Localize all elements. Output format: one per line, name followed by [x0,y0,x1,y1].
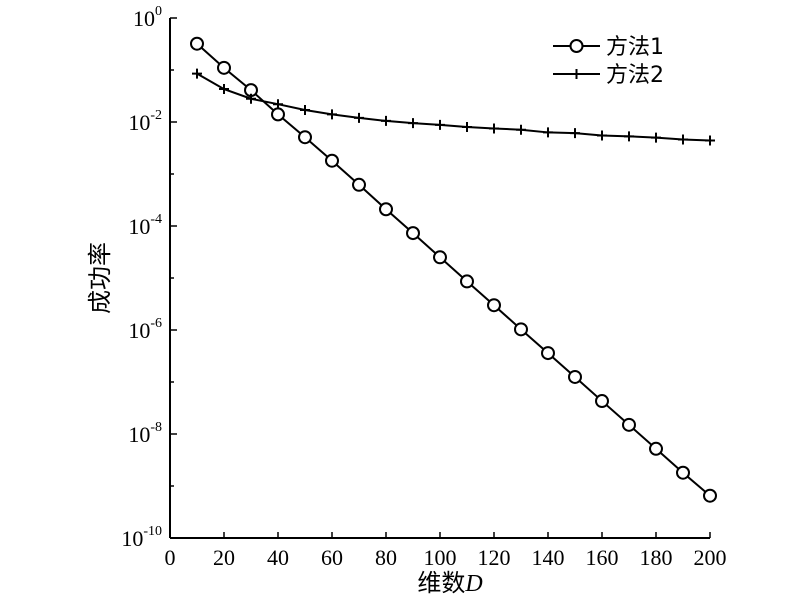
y-tick-exponent: 0 [155,4,162,19]
legend-circle-marker [569,39,584,53]
data-point-plus [678,134,688,145]
data-point-circle [298,130,312,145]
y-tick-label: 10-8 [128,420,162,447]
data-point-circle [676,465,690,480]
data-point-plus [705,135,715,146]
legend-item-method1: 方法1 [553,35,664,60]
data-point-plus [597,130,607,141]
data-point-circle [541,346,555,361]
data-point-circle [568,369,582,384]
y-tick-base: 10 [128,318,150,343]
data-point-circle [649,441,663,456]
data-point-circle [514,322,528,337]
data-point-plus [624,131,634,142]
data-point-plus [516,124,526,135]
x-tick-label: 120 [478,545,511,570]
legend: 方法1 方法2 [553,35,664,88]
x-tick-label: 160 [586,545,619,570]
y-tick-label: 10-6 [128,316,162,343]
data-point-plus [543,127,553,138]
y-tick-exponent: -2 [150,108,162,123]
data-point-plus [300,105,310,116]
y-tick-exponent: -10 [143,524,162,539]
x-axis-label: 维数D [417,569,482,597]
y-tick-exponent: -4 [150,212,162,227]
x-tick-label: 40 [267,545,289,570]
y-tick-base: 10 [128,422,150,447]
legend-plus-marker [571,69,582,79]
x-axis-label-main: 维数 [417,569,465,597]
x-tick-label: 80 [375,545,397,570]
data-point-plus [408,118,418,129]
data-point-circle [433,250,447,265]
x-axis-ticks: 0 20 40 60 80 100 120 140 160 180 200 [165,532,727,570]
data-point-circle [217,60,231,75]
data-point-circle [595,394,609,409]
data-point-circle [487,298,501,313]
legend-item-method2: 方法2 [553,63,664,88]
series-layer [190,36,717,503]
data-point-circle [460,274,474,289]
data-point-circle [703,488,717,503]
x-tick-label: 20 [213,545,235,570]
y-tick-label: 100 [133,4,162,31]
x-tick-label: 0 [165,545,176,570]
data-point-plus [435,119,445,130]
data-point-plus [219,84,229,95]
x-tick-label: 60 [321,545,343,570]
y-tick-base: 10 [133,6,155,31]
y-tick-base: 10 [128,214,150,239]
x-tick-label: 100 [424,545,457,570]
legend-label-method2: 方法2 [606,63,664,88]
y-tick-base: 10 [121,526,143,551]
data-point-plus [246,93,256,104]
y-axis-label: 成功率 [86,242,114,314]
y-tick-label: 10-2 [128,108,162,135]
y-tick-exponent: -8 [150,420,162,435]
y-tick-exponent: -6 [150,316,162,331]
data-point-circle [406,226,420,241]
x-tick-label: 200 [694,545,727,570]
data-point-plus [273,99,283,110]
data-point-plus [354,112,364,123]
x-tick-label: 140 [532,545,565,570]
y-tick-label: 10-4 [128,212,162,239]
data-point-plus [192,68,202,79]
legend-label-method1: 方法1 [606,35,664,60]
data-point-circle [325,153,339,168]
data-point-plus [489,123,499,134]
x-tick-label: 180 [640,545,673,570]
y-tick-base: 10 [128,110,150,135]
data-point-circle [190,36,204,51]
data-point-plus [651,132,661,143]
data-point-plus [327,109,337,120]
data-point-circle [379,202,393,217]
data-point-circle [622,417,636,432]
data-point-circle [352,177,366,192]
x-axis-label-variable: D [464,571,482,597]
data-point-plus [570,128,580,139]
data-point-plus [381,115,391,126]
data-point-plus [462,122,472,133]
y-tick-label: 10-10 [121,524,162,551]
data-point-circle [271,107,285,122]
